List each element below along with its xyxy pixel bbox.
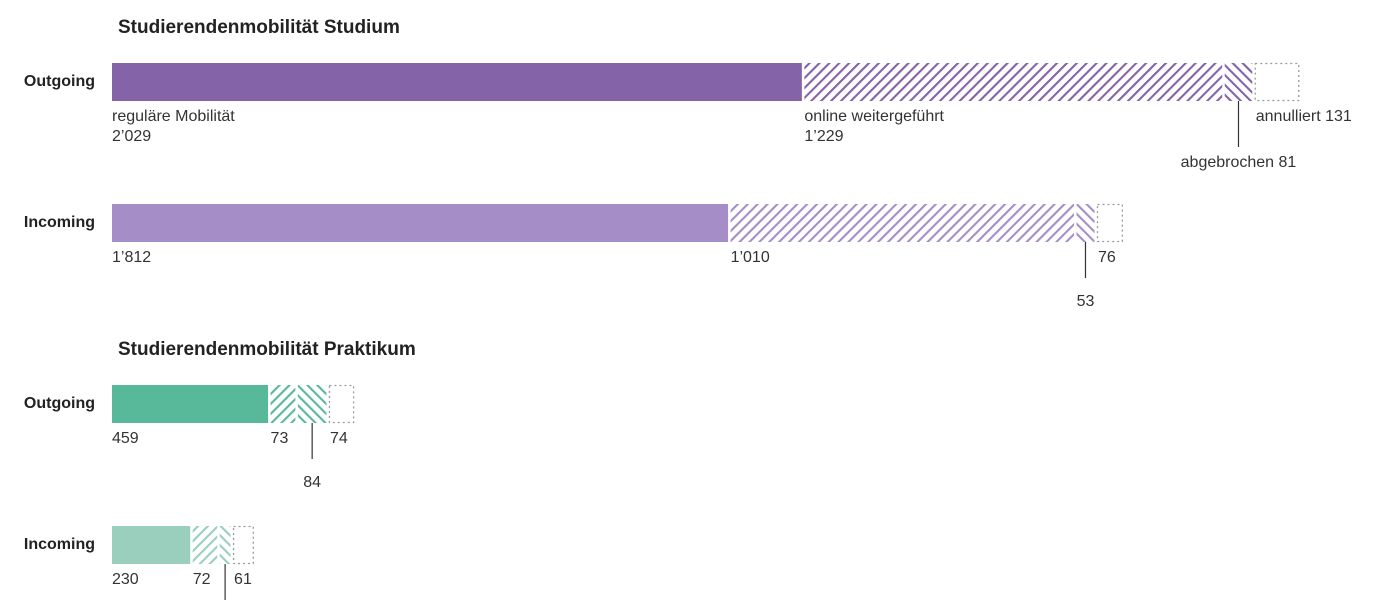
bar-segment-praktikum-outgoing-online bbox=[270, 385, 296, 423]
bar-segment-praktikum-incoming-online bbox=[192, 526, 218, 564]
value-label-praktikum-outgoing-cancelled: 84 bbox=[303, 474, 321, 491]
bar-segment-studium-outgoing-cancelled bbox=[1224, 63, 1253, 101]
value-label-praktikum-incoming-regular: 230 bbox=[112, 571, 139, 588]
value-label-studium-incoming-online: 1’010 bbox=[731, 249, 770, 266]
value-label-studium-outgoing-annulled: annulliert 131 bbox=[1256, 108, 1352, 125]
bar-segment-studium-outgoing-online bbox=[804, 63, 1223, 101]
value-label-praktikum-outgoing-annulled: 74 bbox=[330, 430, 348, 447]
bar-segment-studium-outgoing-regular bbox=[112, 63, 802, 101]
value-label-praktikum-outgoing-online: 73 bbox=[271, 430, 289, 447]
bar-segment-praktikum-outgoing-cancelled bbox=[297, 385, 327, 423]
row-label-studium-outgoing: Outgoing bbox=[23, 73, 95, 90]
value-label-studium-incoming-annulled: 76 bbox=[1098, 249, 1116, 266]
bar-segment-praktikum-incoming-annulled bbox=[232, 525, 254, 565]
row-label-studium-incoming: Incoming bbox=[23, 214, 95, 231]
bar-segment-praktikum-incoming-cancelled bbox=[219, 526, 231, 564]
segment-label-studium-outgoing-regular: reguläre Mobilität bbox=[112, 108, 235, 125]
value-label-studium-incoming-cancelled: 53 bbox=[1077, 293, 1095, 310]
bar-segment-studium-incoming-annulled bbox=[1096, 203, 1123, 243]
value-label-studium-outgoing-online: 1’229 bbox=[804, 128, 843, 145]
chart-title-studium: Studierendenmobilität Studium bbox=[118, 17, 400, 38]
chart-title-praktikum: Studierendenmobilität Praktikum bbox=[118, 339, 416, 360]
value-label-praktikum-outgoing-regular: 459 bbox=[112, 430, 139, 447]
bar-segment-studium-outgoing-annulled bbox=[1254, 62, 1300, 102]
bar-segment-studium-incoming-regular bbox=[112, 204, 729, 242]
bar-segment-praktikum-incoming-regular bbox=[112, 526, 191, 564]
row-label-praktikum-outgoing: Outgoing bbox=[23, 395, 95, 412]
bar-segment-praktikum-outgoing-regular bbox=[112, 385, 269, 423]
value-label-praktikum-incoming-annulled: 61 bbox=[234, 571, 252, 588]
bar-segment-studium-incoming-online bbox=[730, 204, 1074, 242]
row-label-praktikum-incoming: Incoming bbox=[23, 536, 95, 553]
value-label-praktikum-incoming-online: 72 bbox=[193, 571, 211, 588]
segment-label-studium-outgoing-online: online weitergeführt bbox=[804, 108, 944, 125]
bar-segment-praktikum-outgoing-annulled bbox=[328, 384, 355, 424]
value-label-studium-incoming-regular: 1’812 bbox=[112, 249, 151, 266]
bar-segment-studium-incoming-cancelled bbox=[1076, 204, 1095, 242]
value-label-studium-outgoing-regular: 2’029 bbox=[112, 128, 151, 145]
value-label-studium-outgoing-cancelled: abgebrochen 81 bbox=[1181, 154, 1297, 171]
